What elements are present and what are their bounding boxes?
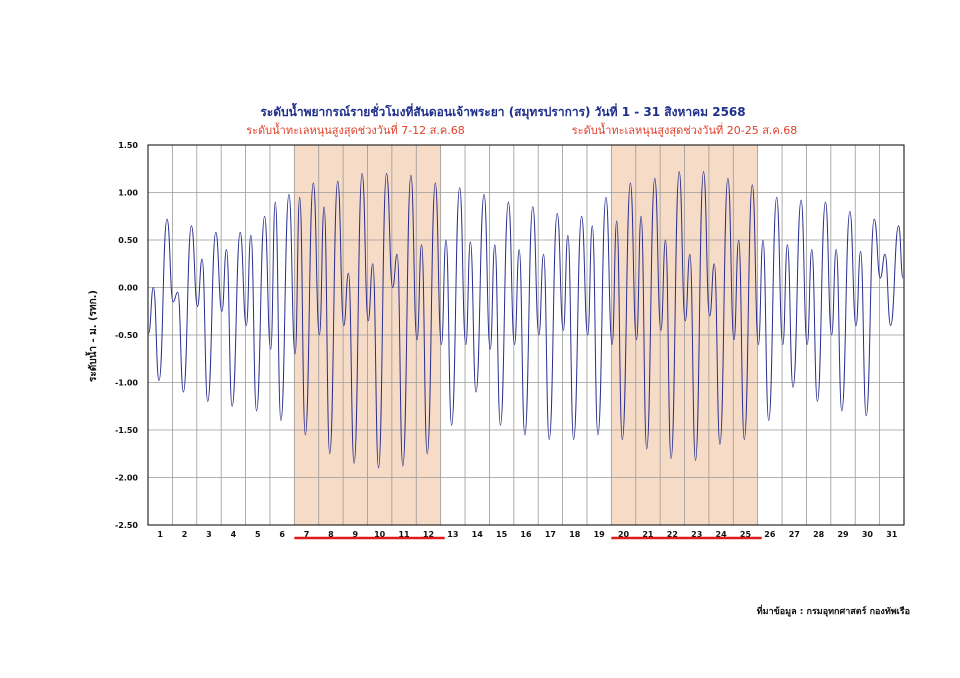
x-tick-label: 12 xyxy=(423,530,434,539)
x-tick-label: 15 xyxy=(496,530,508,539)
source-note: ที่มาข้อมูล : กรมอุทกศาสตร์ กองทัพเรือ xyxy=(757,604,910,617)
x-tick-label: 16 xyxy=(520,530,532,539)
x-tick-label: 2 xyxy=(182,530,188,539)
y-axis-ticks: 1.50 1.00 0.50 0.00 -0.50 -1.00 -1.50 -2.00 -2.5… xyxy=(115,141,138,530)
x-tick-label: 26 xyxy=(764,530,776,539)
y-tick-label: -0.50 xyxy=(115,331,138,340)
y-tick-label: 1.00 xyxy=(118,189,138,198)
x-tick-label: 1 xyxy=(157,530,163,539)
x-tick-label: 13 xyxy=(447,530,458,539)
x-tick-label: 24 xyxy=(716,530,728,539)
x-tick-label: 23 xyxy=(691,530,702,539)
plot-frame xyxy=(147,144,905,526)
x-tick-label: 21 xyxy=(642,530,654,539)
y-tick-label: 0.00 xyxy=(118,284,138,293)
y-tick-label: -2.00 xyxy=(115,474,138,483)
x-tick-label: 31 xyxy=(886,530,898,539)
water-level-line xyxy=(148,171,904,469)
x-tick-label: 22 xyxy=(667,530,678,539)
x-tick-label: 6 xyxy=(279,530,285,539)
x-tick-label: 14 xyxy=(472,530,484,539)
y-tick-label: 1.50 xyxy=(118,141,138,150)
x-tick-label: 9 xyxy=(353,530,359,539)
x-tick-label: 18 xyxy=(569,530,581,539)
x-tick-label: 27 xyxy=(789,530,800,539)
chart-title: ระดับน้ำพยากรณ์รายชั่วโมงที่สันดอนเจ้าพร… xyxy=(260,102,745,120)
y-tick-label: -2.50 xyxy=(115,521,138,530)
x-tick-label: 8 xyxy=(328,530,334,539)
y-tick-label: -1.00 xyxy=(115,379,138,388)
highlight-label-2: ระดับน้ำทะเลหนุนสูงสุดช่วงวันที่ 20-25 ส… xyxy=(572,122,798,137)
x-tick-label: 10 xyxy=(374,530,386,539)
x-tick-label: 29 xyxy=(837,530,849,539)
y-tick-label: -1.50 xyxy=(115,426,138,435)
y-tick-label: 0.50 xyxy=(118,236,138,245)
x-tick-label: 30 xyxy=(862,530,874,539)
series-water-level xyxy=(148,171,904,469)
x-tick-label: 28 xyxy=(813,530,825,539)
x-tick-label: 5 xyxy=(255,530,261,539)
x-tick-label: 4 xyxy=(231,530,237,539)
x-tick-label: 20 xyxy=(618,530,630,539)
x-axis-ticks: 1 2 3 4 5 6 7 8 9 10 11 12 13 14 15 16 17 18 19 20 21 22 23 24 2… xyxy=(157,530,897,539)
x-tick-label: 7 xyxy=(304,530,310,539)
x-tick-label: 3 xyxy=(206,530,212,539)
highlight-label-1: ระดับน้ำทะเลหนุนสูงสุดช่วงวันที่ 7-12 ส.… xyxy=(246,122,465,137)
x-tick-label: 25 xyxy=(740,530,752,539)
y-axis-label: ระดับน้ำ - ม. (รทก.) xyxy=(85,290,99,382)
highlight-labels: ระดับน้ำทะเลหนุนสูงสุดช่วงวันที่ 7-12 ส.… xyxy=(246,122,798,540)
x-tick-label: 19 xyxy=(594,530,606,539)
x-tick-label: 11 xyxy=(398,530,410,539)
x-tick-label: 17 xyxy=(545,530,556,539)
